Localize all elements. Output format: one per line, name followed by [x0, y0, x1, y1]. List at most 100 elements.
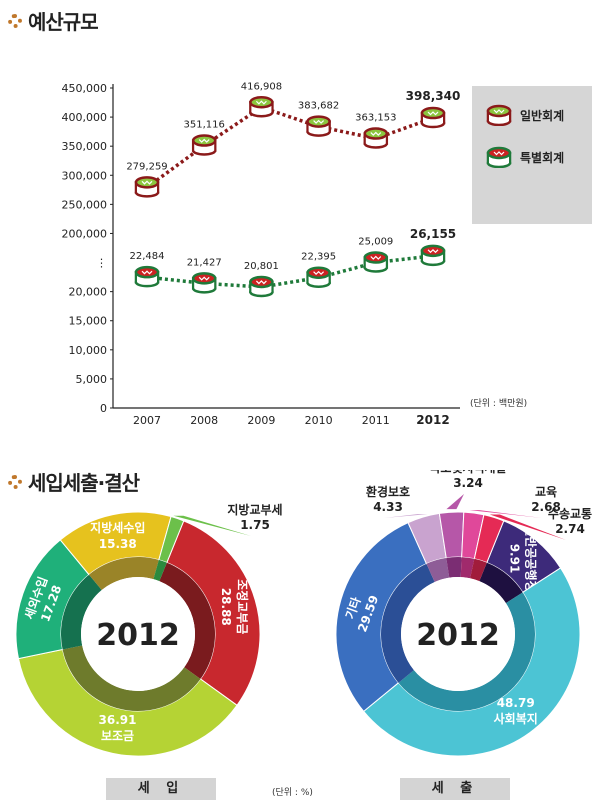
- section-title-text: 예산규모: [28, 10, 99, 34]
- donut-slice-inner: [381, 563, 435, 683]
- donut-slice-inner: [153, 559, 167, 582]
- section-title-revenue-expense: 세입세출·결산: [8, 467, 140, 496]
- slice-value-label: 28.88: [219, 588, 233, 626]
- legend-item-general: 일반회계: [484, 104, 564, 126]
- legend-general-icon: [486, 104, 512, 126]
- data-point-marker: [249, 96, 274, 118]
- data-label: 398,340: [406, 89, 461, 103]
- slice-label-group: 보조금 36.91: [99, 713, 137, 743]
- donut-slice-inner: [88, 557, 159, 591]
- donut-slice-inner: [60, 574, 102, 650]
- data-label: 20,801: [244, 261, 279, 272]
- data-label: 22,484: [130, 251, 165, 262]
- donut-center: [81, 577, 195, 691]
- slice-name-label: 교육: [535, 484, 557, 499]
- section-title-budget: 예산규모: [8, 6, 99, 35]
- slice-value-label: 9.91: [507, 544, 521, 574]
- slice-name-label: 지방교부세: [227, 502, 282, 517]
- y-tick-label: ⋮: [96, 257, 107, 270]
- y-tick-label: 300,000: [62, 169, 108, 182]
- y-tick-label: 250,000: [62, 198, 108, 211]
- data-label: 26,155: [410, 227, 456, 241]
- data-point-marker: [191, 272, 217, 294]
- data-point-marker: [420, 106, 446, 129]
- slice-name-label: 환경보호: [366, 484, 410, 499]
- data-point-marker: [134, 176, 160, 198]
- y-tick-label: 0: [100, 402, 107, 415]
- donut-slice-inner: [479, 562, 523, 604]
- data-point-marker: [363, 127, 389, 149]
- donut-slice-inner: [460, 557, 475, 579]
- legend-marker: [486, 146, 512, 168]
- line-chart-legend: 일반회계 특별회계: [472, 86, 592, 224]
- slice-value-label: 15.38: [99, 537, 137, 551]
- data-label: 21,427: [187, 257, 222, 268]
- slice-value-label: 3.24: [453, 476, 483, 490]
- slice-value-label: 2.74: [555, 522, 585, 536]
- line-chart-unit-note: (단위 : 백만원): [470, 399, 528, 409]
- y-tick-label: 400,000: [62, 111, 108, 124]
- legend-marker: [486, 104, 512, 126]
- data-label: 22,395: [301, 252, 336, 263]
- donut-slice-inner: [426, 557, 450, 582]
- slice-name-label: 수송교통: [548, 506, 592, 521]
- slice-label-group: 지방세수입 15.38: [90, 520, 145, 551]
- slice-value-label: 48.79: [497, 696, 535, 710]
- series-line-0: [145, 105, 434, 189]
- slice-name-label: 사회복지: [494, 711, 538, 726]
- y-tick-label: 5,000: [76, 373, 108, 386]
- slice-name-label: 지방세수입: [90, 520, 145, 535]
- slice-name-label: 일반공공행정: [523, 525, 538, 591]
- donut-center-label: 2012: [96, 618, 180, 653]
- x-tick-label: 2010: [305, 414, 333, 427]
- x-tick-label: 2009: [247, 414, 275, 427]
- x-tick-label: 2007: [133, 414, 161, 427]
- slice-value-label: 1.75: [240, 518, 270, 532]
- pie-unit-note: (단위 : %): [272, 788, 313, 798]
- data-label: 351,116: [184, 120, 225, 131]
- legend-general-label: 일반회계: [520, 108, 565, 123]
- data-point-marker: [249, 275, 274, 298]
- budget-line-chart: 450,000 400,000 350,000 300,000 250,000 200,0…: [62, 81, 461, 427]
- data-label: 383,682: [298, 101, 339, 112]
- data-point-marker: [191, 134, 217, 156]
- expense-caption: 세 출: [400, 778, 510, 800]
- donut-charts: 조정교부금28.88보조금36.91세외수입17.28지방세수입15.38지방교…: [15, 470, 592, 757]
- data-point-marker: [420, 244, 446, 267]
- y-tick-label: 350,000: [62, 140, 108, 153]
- donut-center: [401, 577, 515, 691]
- callout-pointer: [446, 494, 464, 510]
- data-point-marker: [363, 251, 389, 273]
- data-point-marker: [306, 115, 331, 137]
- y-tick-label: 450,000: [62, 82, 108, 95]
- ring-bullet-icon: [8, 13, 22, 28]
- x-tick-label: 2008: [190, 414, 218, 427]
- slice-name-label: 기타: [342, 595, 364, 621]
- slice-value-label: 36.91: [99, 713, 137, 727]
- donut-slice-inner: [446, 557, 462, 578]
- revenue-caption: 세 입: [106, 778, 216, 800]
- donut-slice-inner: [159, 562, 215, 679]
- x-tick-label: 2011: [362, 414, 390, 427]
- ring-bullet-icon: [8, 474, 22, 489]
- donut-slice-inner: [398, 592, 535, 711]
- y-tick-label: 20,000: [69, 286, 108, 299]
- legend-special-label: 특별회계: [520, 150, 565, 165]
- section-title-text: 세입세출·결산: [28, 471, 140, 495]
- legend-item-special: 특별회계: [484, 146, 564, 168]
- slice-name-label: 보조금: [101, 729, 134, 743]
- slice-value-label: 4.33: [373, 500, 403, 514]
- data-label: 279,259: [126, 161, 167, 172]
- data-point-marker: [134, 265, 160, 288]
- data-label: 416,908: [241, 81, 282, 92]
- y-tick-label: 15,000: [69, 315, 108, 328]
- callout-pointer: [469, 510, 542, 518]
- slice-value-label: 2.68: [531, 500, 561, 514]
- data-point-marker: [306, 266, 331, 288]
- y-tick-label: 200,000: [62, 227, 108, 240]
- legend-special-icon: [486, 146, 512, 168]
- data-label: 363,153: [355, 113, 396, 124]
